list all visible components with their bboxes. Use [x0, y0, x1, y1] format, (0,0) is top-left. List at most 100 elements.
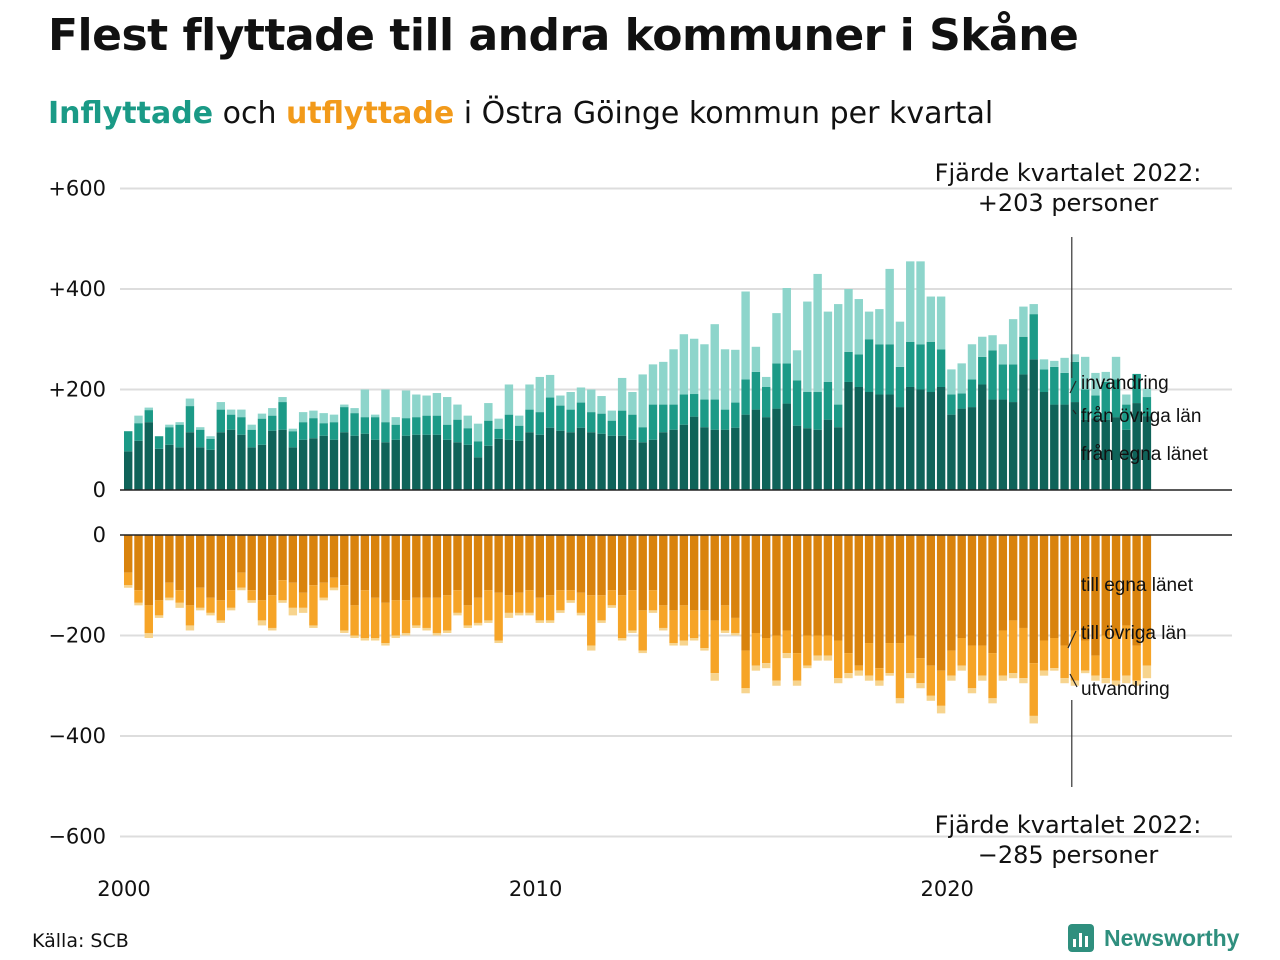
- bar-segment: [957, 408, 966, 490]
- bar-segment: [535, 535, 544, 598]
- bar-segment: [864, 311, 874, 340]
- bar-segment: [1132, 680, 1141, 686]
- bar-segment: [535, 376, 544, 413]
- bar-segment: [844, 535, 853, 654]
- bar-segment: [494, 535, 503, 593]
- bar-segment: [967, 688, 977, 694]
- leader-line: [1067, 630, 1077, 649]
- bar-segment: [967, 379, 977, 408]
- bar-segment: [607, 535, 617, 591]
- bar-segment: [422, 627, 431, 631]
- bar-segment: [453, 535, 462, 591]
- bar-segment: [782, 653, 791, 659]
- top-callout-line2: +203 personer: [978, 189, 1159, 217]
- bar-segment: [288, 582, 298, 608]
- bar-segment: [947, 675, 956, 681]
- bar-segment: [370, 414, 380, 418]
- bar-segment: [1091, 372, 1100, 396]
- bar-segment: [401, 600, 411, 633]
- bar-segment: [967, 407, 977, 490]
- bar-segment: [175, 424, 184, 448]
- bar-segment: [782, 630, 791, 654]
- bar-segment: [700, 399, 709, 428]
- bar-segment: [1101, 371, 1110, 382]
- bar-segment: [679, 605, 689, 641]
- bar-segment: [813, 535, 822, 636]
- bar-segment: [525, 432, 534, 490]
- series-label: till egna länet: [1081, 575, 1194, 596]
- bar-segment: [823, 311, 833, 382]
- bar-segment: [731, 632, 740, 636]
- bar-segment: [545, 595, 555, 621]
- bar-segment: [165, 427, 174, 445]
- bar-segment: [803, 392, 812, 429]
- bar-segment: [700, 535, 709, 611]
- bar-segment: [751, 535, 761, 633]
- bar-segment: [463, 444, 472, 490]
- bar-segment: [638, 650, 647, 654]
- bar-segment: [936, 535, 946, 671]
- bar-segment: [1019, 535, 1028, 628]
- bar-segment: [556, 590, 565, 611]
- bar-segment: [288, 431, 298, 448]
- bar-segment: [381, 602, 390, 644]
- bar-segment: [319, 435, 328, 490]
- bar-segment: [947, 369, 956, 395]
- bar-segment: [803, 535, 812, 636]
- brand-logo[interactable]: Newsworthy: [1068, 924, 1239, 952]
- bar-segment: [525, 535, 534, 591]
- bar-segment: [813, 273, 822, 393]
- y-tick-label-in: 0: [93, 478, 106, 502]
- bar-segment: [761, 663, 771, 669]
- bar-segment: [226, 535, 236, 591]
- bar-segment: [659, 432, 668, 490]
- bar-segment: [1060, 404, 1069, 490]
- bar-segment: [566, 432, 575, 490]
- bar-segment: [926, 296, 936, 342]
- bar-segment: [731, 535, 740, 618]
- bar-segment: [381, 442, 390, 490]
- bar-segment: [309, 418, 318, 439]
- bar-segment: [391, 417, 400, 425]
- bar-segment: [288, 535, 298, 583]
- bar-segment: [648, 439, 658, 490]
- bar-segment: [988, 535, 997, 654]
- bar-segment: [875, 535, 884, 669]
- bar-segment: [370, 535, 380, 598]
- bar-segment: [1122, 625, 1131, 676]
- bar-segment: [669, 404, 678, 430]
- bar-segment: [515, 535, 524, 593]
- bar-segment: [772, 680, 781, 686]
- bar-segment: [926, 341, 936, 393]
- bar-segment: [329, 422, 339, 440]
- bar-segment: [1019, 374, 1028, 490]
- bar-segment: [885, 344, 894, 395]
- bar-segment: [761, 376, 771, 387]
- bar-segment: [885, 268, 894, 345]
- bar-segment: [998, 364, 1008, 400]
- bottom-callout-line1: Fjärde kvartalet 2022:: [935, 811, 1202, 839]
- bar-segment: [504, 612, 514, 618]
- bar-segment: [504, 414, 514, 440]
- bar-segment: [957, 363, 966, 394]
- bar-segment: [1029, 715, 1038, 724]
- bar-segment: [587, 645, 596, 651]
- bar-segment: [895, 643, 905, 699]
- bar-segment: [484, 403, 493, 421]
- bar-segment: [761, 638, 771, 664]
- bar-segment: [1080, 356, 1090, 390]
- bar-segment: [741, 650, 750, 689]
- bar-segment: [844, 381, 853, 490]
- bar-segment: [823, 655, 833, 661]
- bar-segment: [463, 605, 472, 626]
- bar-segment: [967, 535, 977, 646]
- bar-segment: [309, 535, 318, 586]
- bar-segment: [813, 429, 822, 490]
- bar-segment: [484, 420, 493, 446]
- bar-segment: [340, 630, 349, 633]
- bar-segment: [442, 630, 452, 633]
- bar-segment: [473, 597, 483, 623]
- bar-segment: [597, 535, 606, 596]
- bar-segment: [515, 415, 524, 426]
- bar-segment: [545, 397, 555, 428]
